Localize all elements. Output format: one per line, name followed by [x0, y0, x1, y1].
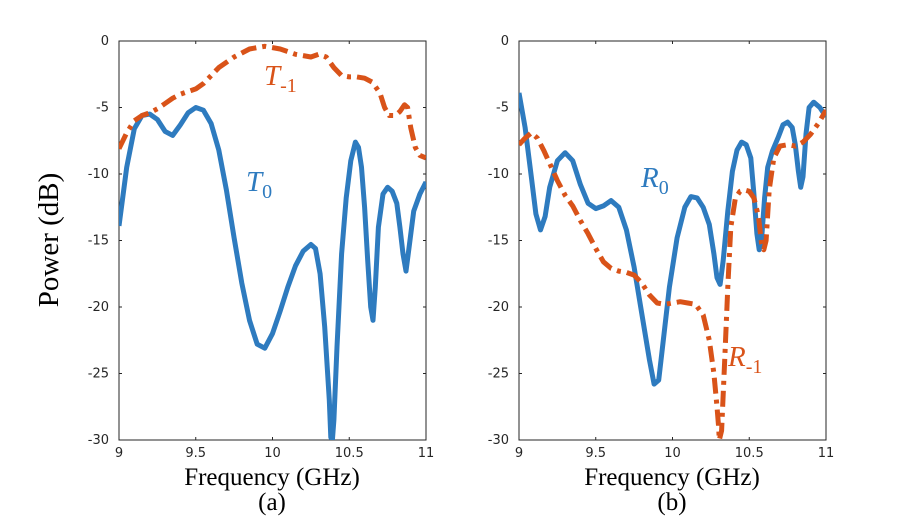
y-tick-label: 0 [101, 34, 109, 49]
x-tick-label: 10 [264, 446, 281, 461]
panel-b: 9 9.5 10 10.5 11 0 -5 -10 -15 -20 -25 -30 Frequency… [488, 34, 835, 516]
curve-label-T0: T0 [246, 166, 272, 203]
ticks-b: 9 9.5 10 10.5 11 0 -5 -10 -15 -20 -25 -30 [488, 34, 835, 461]
x-tick-label: 10.5 [735, 446, 764, 461]
y-axis-label: Power (dB) [33, 173, 65, 308]
x-axis-label-a: Frequency (GHz) [184, 464, 360, 491]
y-tick-label: -20 [488, 300, 509, 315]
y-tick-label: 0 [501, 34, 509, 49]
series-line-T0 [119, 105, 426, 440]
curve-label-R-1: R-1 [727, 341, 762, 378]
y-tick-label: -25 [488, 367, 509, 382]
x-tick-label: 11 [818, 446, 835, 461]
x-tick-label: 11 [418, 446, 435, 461]
x-tick-label: 10 [664, 446, 681, 461]
x-tick-label: 10.5 [335, 446, 364, 461]
plot-area-a [118, 40, 427, 441]
panel-label-a: (a) [258, 489, 286, 516]
y-tick-label: -5 [496, 101, 509, 116]
x-tick-label: 9.5 [185, 446, 206, 461]
y-tick-label: -20 [88, 300, 109, 315]
panel-a: 9 9.5 10 10.5 11 0 -5 -10 -15 -20 -25 -30 Frequency… [88, 34, 435, 516]
x-axis-label-b: Frequency (GHz) [584, 464, 760, 491]
y-tick-label: -10 [488, 167, 509, 182]
y-tick-label: -15 [88, 234, 109, 249]
x-tick-label: 9 [515, 446, 523, 461]
y-tick-label: -10 [88, 167, 109, 182]
series-a [119, 43, 426, 440]
x-tick-label: 9.5 [585, 446, 606, 461]
series-line-R0 [519, 92, 826, 387]
y-tick-label: -30 [88, 433, 109, 448]
series-line-T-1 [119, 43, 426, 161]
plot-area-b [518, 40, 827, 441]
curve-label-T-1: T-1 [264, 60, 297, 97]
y-tick-label: -25 [88, 367, 109, 382]
x-tick-label: 9 [115, 446, 123, 461]
y-tick-label: -5 [96, 101, 109, 116]
curve-label-R0: R0 [640, 162, 669, 199]
ticks-a: 9 9.5 10 10.5 11 0 -5 -10 -15 -20 -25 -30 [88, 34, 435, 461]
y-tick-label: -15 [488, 234, 509, 249]
y-tick-label: -30 [488, 433, 509, 448]
panel-label-b: (b) [657, 489, 686, 516]
series-b [519, 92, 826, 440]
